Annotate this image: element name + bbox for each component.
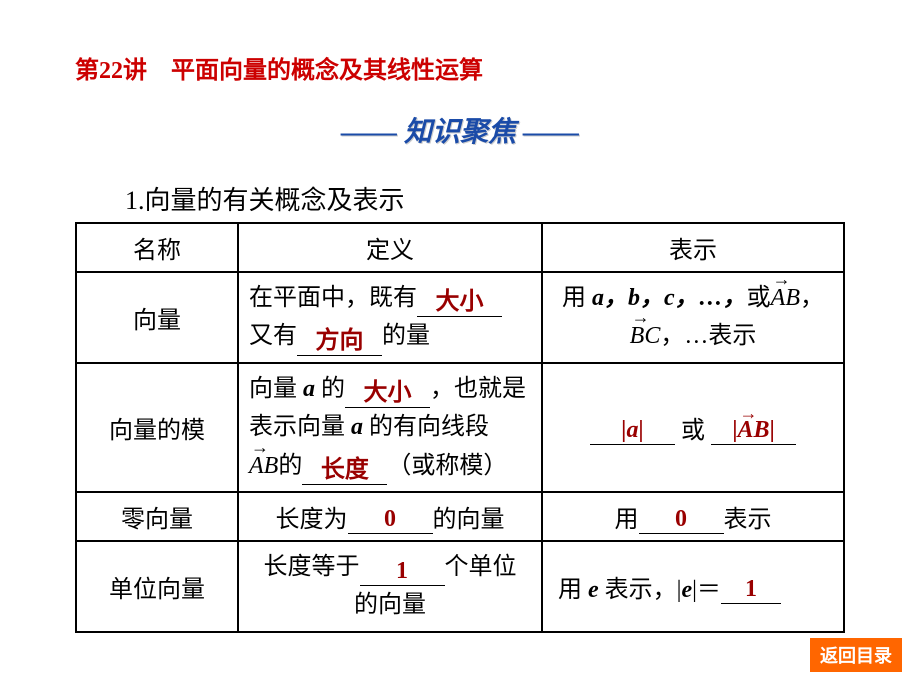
th-def: 定义 — [238, 223, 542, 272]
text: 用 — [558, 577, 588, 603]
var-a2: a — [351, 414, 363, 440]
section-title: 1.向量的有关概念及表示 — [125, 180, 845, 217]
text: 在平面中，既有 — [249, 285, 417, 311]
text: 长度为 — [276, 507, 348, 533]
text: 又有 — [249, 323, 297, 349]
return-button[interactable]: 返回目录 — [810, 638, 902, 672]
cell-def-vector: 在平面中，既有大小 又有方向的量 — [238, 272, 542, 363]
cell-name-unit: 单位向量 — [76, 541, 238, 632]
text: 个单位 — [445, 554, 517, 580]
cell-name-zero: 零向量 — [76, 492, 238, 541]
text: 的量 — [382, 323, 430, 349]
cell-rep-zero: 用 0 表示 — [542, 492, 844, 541]
fill-size: 大小 — [436, 289, 484, 315]
vec-inner: AB — [737, 418, 769, 442]
text: 向量 — [249, 376, 303, 402]
table-header-row: 名称 定义 表示 — [76, 223, 844, 272]
text: 的 — [278, 453, 302, 479]
row-magnitude: 向量的模 向量 a 的大小，也就是表示向量 a 的有向线段 AB的长度（或称模）… — [76, 363, 844, 492]
cell-name-mag: 向量的模 — [76, 363, 238, 492]
text: 的有向线段 — [363, 414, 489, 440]
text: 长度等于 — [264, 554, 360, 580]
cell-def-unit: 长度等于 1 个单位的向量 — [238, 541, 542, 632]
fill-abs-ab: |AB| — [732, 417, 775, 443]
fill-size2: 大小 — [364, 380, 412, 406]
fill-length: 长度 — [321, 457, 369, 483]
fill-one2: 1 — [745, 576, 757, 602]
text: （或称模） — [387, 453, 507, 479]
fill-one: 1 — [396, 558, 408, 584]
fill-zero2: 0 — [675, 506, 687, 532]
text: 表示 — [724, 507, 772, 533]
row-zero-vector: 零向量 长度为 0 的向量 用 0 表示 — [76, 492, 844, 541]
cell-rep-vector: 用 a，b，c，…，或AB， BC，…表示 — [542, 272, 844, 363]
text: ， — [800, 285, 824, 311]
var-a: a — [303, 376, 315, 402]
lecture-title: 第22讲 平面向量的概念及其线性运算 — [75, 50, 845, 85]
text: 用 — [615, 507, 639, 533]
th-name: 名称 — [76, 223, 238, 272]
concept-table: 名称 定义 表示 向量 在平面中，既有大小 又有方向的量 用 a，b，c，…，或… — [75, 222, 845, 633]
cell-name-vector: 向量 — [76, 272, 238, 363]
text: 或 — [747, 285, 771, 311]
text: 或 — [675, 418, 711, 444]
text: 用 — [562, 285, 592, 311]
text: 的向量 — [433, 507, 505, 533]
text: ，…表示 — [660, 323, 756, 349]
cell-def-mag: 向量 a 的大小，也就是表示向量 a 的有向线段 AB的长度（或称模） — [238, 363, 542, 492]
vec-ab: AB — [771, 279, 800, 317]
text: 的向量 — [354, 592, 426, 618]
text: 的 — [315, 376, 345, 402]
vec-bc: BC — [630, 317, 661, 355]
cell-rep-mag: |a| 或 |AB| — [542, 363, 844, 492]
cell-def-zero: 长度为 0 的向量 — [238, 492, 542, 541]
focus-title: —— 知识聚焦 —— — [75, 110, 845, 150]
row-vector: 向量 在平面中，既有大小 又有方向的量 用 a，b，c，…，或AB， BC，…表… — [76, 272, 844, 363]
text: |＝ — [692, 577, 721, 603]
th-rep: 表示 — [542, 223, 844, 272]
fill-abs-a: |a| — [621, 417, 644, 443]
text: 表示，| — [599, 577, 682, 603]
fill-direction: 方向 — [316, 328, 364, 354]
var-e: e — [588, 577, 599, 603]
vec-ab2: AB — [249, 447, 278, 485]
row-unit-vector: 单位向量 长度等于1个单位的向量 用 e 表示，|e|＝1 — [76, 541, 844, 632]
cell-rep-unit: 用 e 表示，|e|＝1 — [542, 541, 844, 632]
fill-zero: 0 — [384, 506, 396, 532]
var-e2: e — [681, 577, 692, 603]
vars: a，b，c，…， — [592, 285, 747, 311]
